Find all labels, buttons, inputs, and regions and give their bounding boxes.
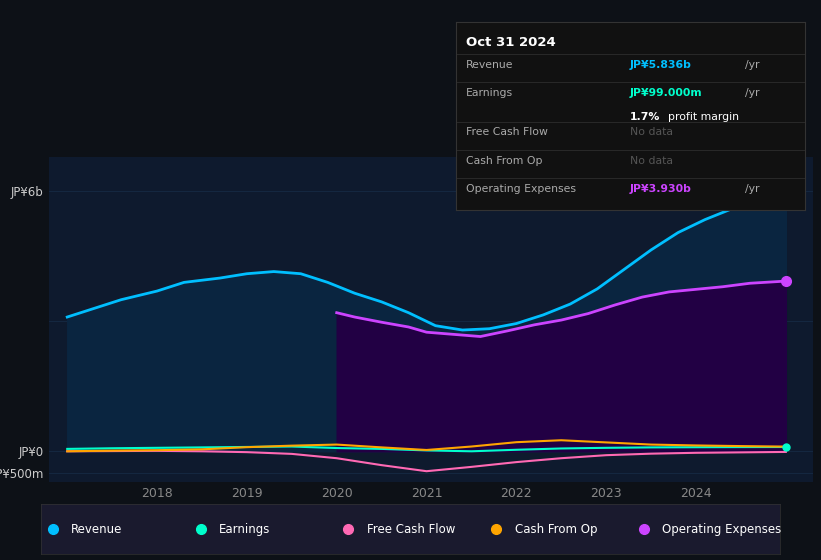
Text: Cash From Op: Cash From Op: [515, 522, 597, 536]
Text: /yr: /yr: [745, 184, 759, 194]
Text: JP¥3.930b: JP¥3.930b: [631, 184, 692, 194]
Text: No data: No data: [631, 128, 673, 137]
Text: /yr: /yr: [745, 88, 759, 98]
Text: Free Cash Flow: Free Cash Flow: [466, 128, 548, 137]
Text: Cash From Op: Cash From Op: [466, 156, 543, 166]
Text: profit margin: profit margin: [668, 113, 740, 123]
Text: JP¥5.836b: JP¥5.836b: [631, 60, 692, 70]
Text: /yr: /yr: [745, 60, 759, 70]
Text: No data: No data: [631, 156, 673, 166]
Text: Earnings: Earnings: [219, 522, 270, 536]
Text: Operating Expenses: Operating Expenses: [466, 184, 576, 194]
Text: Revenue: Revenue: [466, 60, 514, 70]
Text: Revenue: Revenue: [71, 522, 122, 536]
Text: Oct 31 2024: Oct 31 2024: [466, 35, 556, 49]
Text: Free Cash Flow: Free Cash Flow: [367, 522, 456, 536]
Text: JP¥99.000m: JP¥99.000m: [631, 88, 703, 98]
Text: Earnings: Earnings: [466, 88, 513, 98]
Text: Operating Expenses: Operating Expenses: [663, 522, 782, 536]
Text: 1.7%: 1.7%: [631, 113, 660, 123]
